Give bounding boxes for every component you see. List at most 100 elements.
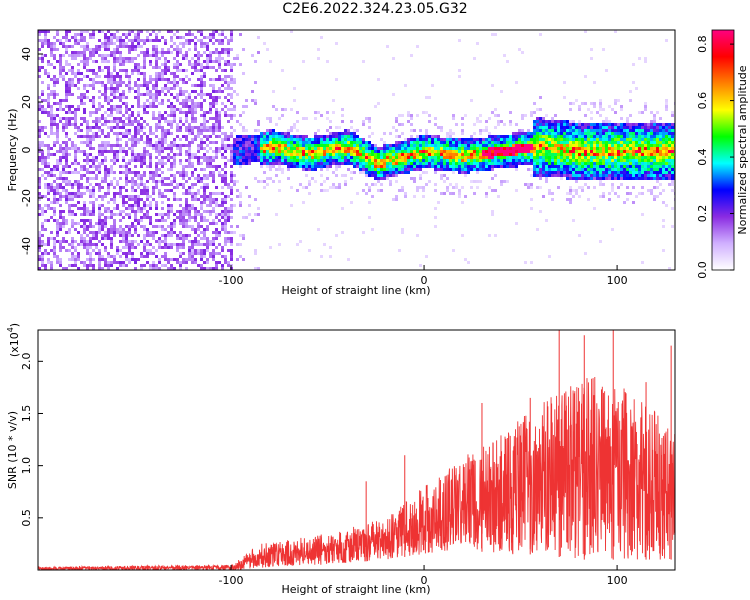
heatmap-cell bbox=[167, 183, 170, 186]
heatmap-cell bbox=[230, 36, 233, 39]
heatmap-cell bbox=[200, 114, 203, 117]
heatmap-cell bbox=[170, 114, 173, 117]
heatmap-cell bbox=[74, 162, 77, 165]
heatmap-cell bbox=[467, 165, 470, 168]
heatmap-cell bbox=[176, 216, 179, 219]
heatmap-cell bbox=[125, 72, 128, 75]
heatmap-cell bbox=[536, 135, 539, 138]
heatmap-cell bbox=[422, 141, 425, 144]
heatmap-cell bbox=[224, 63, 227, 66]
heatmap-cell bbox=[350, 141, 353, 144]
heatmap-cell bbox=[92, 135, 95, 138]
heatmap-cell bbox=[308, 249, 311, 252]
heatmap-cell bbox=[329, 162, 332, 165]
heatmap-cell bbox=[137, 141, 140, 144]
heatmap-cell bbox=[95, 60, 98, 63]
heatmap-cell bbox=[104, 261, 107, 264]
heatmap-cell bbox=[584, 252, 587, 255]
heatmap-cell bbox=[269, 168, 272, 171]
heatmap-cell bbox=[293, 123, 296, 126]
heatmap-cell bbox=[122, 120, 125, 123]
heatmap-cell bbox=[116, 105, 119, 108]
heatmap-cell bbox=[152, 48, 155, 51]
heatmap-cell bbox=[74, 84, 77, 87]
heatmap-cell bbox=[119, 36, 122, 39]
heatmap-cell bbox=[122, 123, 125, 126]
heatmap-cell bbox=[302, 138, 305, 141]
heatmap-cell bbox=[95, 108, 98, 111]
heatmap-cell bbox=[161, 213, 164, 216]
heatmap-cell bbox=[473, 144, 476, 147]
heatmap-cell bbox=[53, 237, 56, 240]
heatmap-cell bbox=[83, 75, 86, 78]
heatmap-cell bbox=[200, 252, 203, 255]
heatmap-cell bbox=[281, 150, 284, 153]
heatmap-cell bbox=[593, 162, 596, 165]
heatmap-cell bbox=[53, 210, 56, 213]
heatmap-cell bbox=[59, 39, 62, 42]
heatmap-cell bbox=[587, 108, 590, 111]
heatmap-cell bbox=[194, 69, 197, 72]
heatmap-cell bbox=[104, 57, 107, 60]
heatmap-cell bbox=[71, 78, 74, 81]
heatmap-cell bbox=[185, 111, 188, 114]
heatmap-cell bbox=[230, 48, 233, 51]
heatmap-cell bbox=[227, 84, 230, 87]
heatmap-cell bbox=[305, 153, 308, 156]
heatmap-cell bbox=[134, 36, 137, 39]
heatmap-cell bbox=[206, 126, 209, 129]
heatmap-cell bbox=[197, 78, 200, 81]
heatmap-cell bbox=[527, 132, 530, 135]
heatmap-cell bbox=[146, 192, 149, 195]
heatmap-cell bbox=[302, 201, 305, 204]
heatmap-cell bbox=[77, 267, 80, 270]
heatmap-cell bbox=[56, 183, 59, 186]
heatmap-cell bbox=[224, 216, 227, 219]
heatmap-cell bbox=[59, 117, 62, 120]
heatmap-cell bbox=[365, 144, 368, 147]
heatmap-cell bbox=[146, 48, 149, 51]
heatmap-cell bbox=[53, 45, 56, 48]
heatmap-cell bbox=[95, 237, 98, 240]
heatmap-cell bbox=[602, 132, 605, 135]
heatmap-cell bbox=[263, 147, 266, 150]
heatmap-cell bbox=[593, 171, 596, 174]
heatmap-cell bbox=[83, 207, 86, 210]
heatmap-cell bbox=[218, 219, 221, 222]
heatmap-cell bbox=[452, 141, 455, 144]
heatmap-cell bbox=[473, 132, 476, 135]
heatmap-cell bbox=[272, 132, 275, 135]
heatmap-cell bbox=[74, 147, 77, 150]
heatmap-cell bbox=[575, 180, 578, 183]
heatmap-cell bbox=[131, 255, 134, 258]
heatmap-cell bbox=[140, 165, 143, 168]
heatmap-cell bbox=[221, 192, 224, 195]
heatmap-cell bbox=[161, 201, 164, 204]
heatmap-cell bbox=[44, 144, 47, 147]
heatmap-cell bbox=[59, 105, 62, 108]
heatmap-cell bbox=[242, 150, 245, 153]
heatmap-cell bbox=[89, 171, 92, 174]
heatmap-cell bbox=[338, 153, 341, 156]
heatmap-cell bbox=[449, 183, 452, 186]
heatmap-cell bbox=[110, 210, 113, 213]
heatmap-cell bbox=[596, 162, 599, 165]
heatmap-cell bbox=[170, 168, 173, 171]
heatmap-cell bbox=[173, 78, 176, 81]
heatmap-cell bbox=[215, 231, 218, 234]
heatmap-cell bbox=[83, 192, 86, 195]
heatmap-cell bbox=[119, 120, 122, 123]
heatmap-cell bbox=[101, 162, 104, 165]
heatmap-cell bbox=[38, 255, 41, 258]
heatmap-cell bbox=[350, 120, 353, 123]
heatmap-cell bbox=[326, 189, 329, 192]
heatmap-cell bbox=[50, 186, 53, 189]
heatmap-cell bbox=[611, 153, 614, 156]
heatmap-cell bbox=[215, 117, 218, 120]
heatmap-cell bbox=[467, 162, 470, 165]
heatmap-cell bbox=[140, 66, 143, 69]
heatmap-cell bbox=[92, 126, 95, 129]
heatmap-cell bbox=[56, 129, 59, 132]
heatmap-cell bbox=[596, 174, 599, 177]
heatmap-cell bbox=[542, 153, 545, 156]
